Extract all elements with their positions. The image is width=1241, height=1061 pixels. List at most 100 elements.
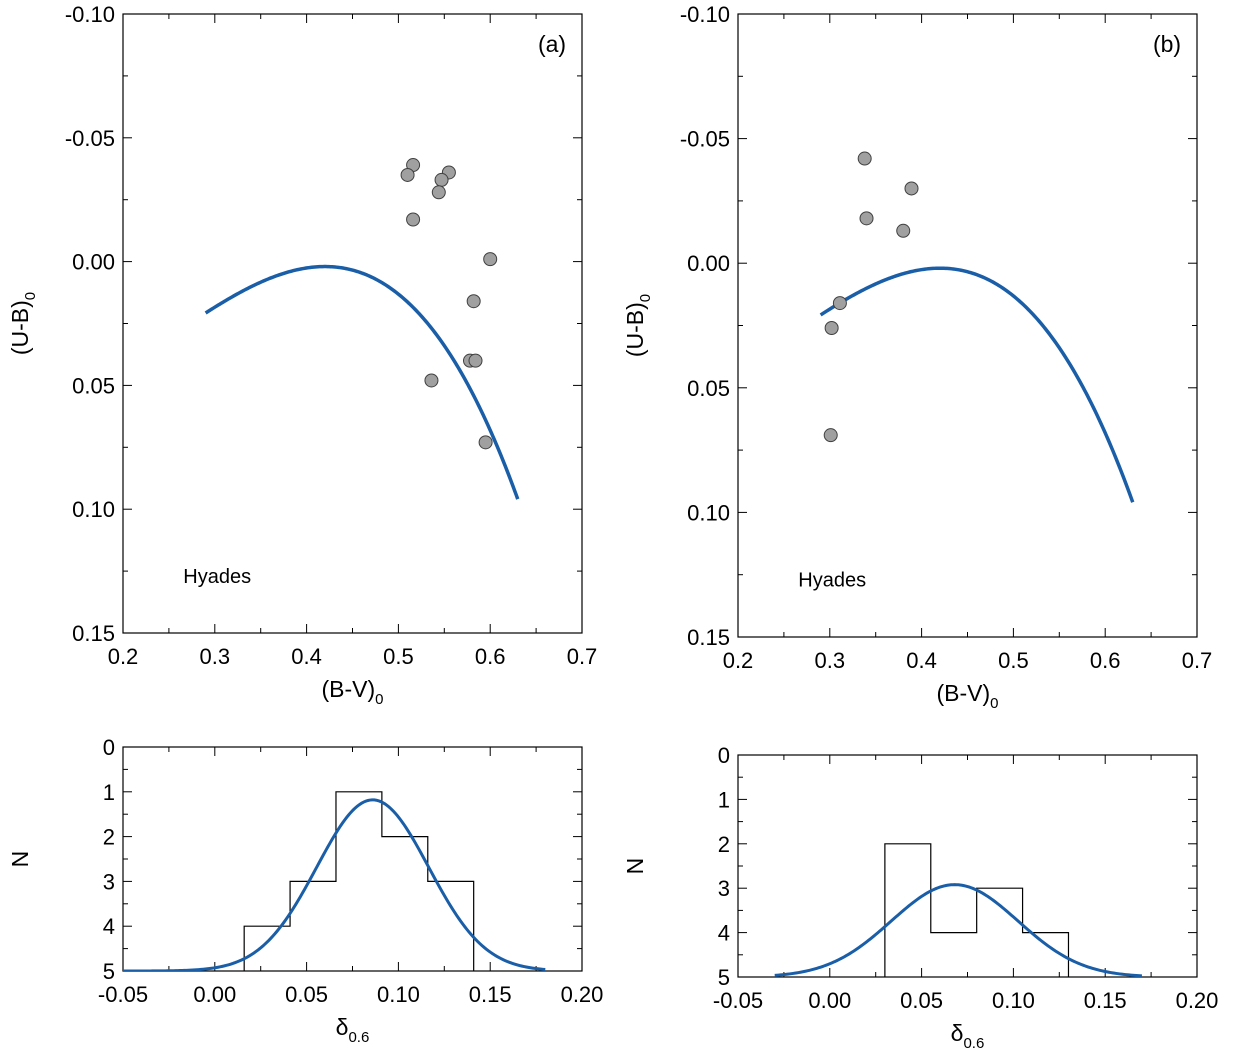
x-tick-label: 0.3 bbox=[200, 644, 231, 669]
data-point bbox=[406, 212, 421, 227]
y-tick-label: 0.15 bbox=[687, 625, 730, 650]
chart-panel-b-top: 0.2 0.3 0.4 0.5 0.6 0.7 -0.10 -0.05 0.00 0.05 0.10… bbox=[622, 2, 1212, 712]
y-tick-label: 3 bbox=[103, 869, 115, 894]
y-axis-title-main: N bbox=[7, 851, 33, 868]
y-tick-label: 0.05 bbox=[72, 373, 115, 398]
gaussian-fit-curve bbox=[123, 798, 546, 971]
data-point bbox=[478, 435, 493, 450]
plot-frame bbox=[122, 746, 583, 972]
y-tick-label: -0.05 bbox=[65, 126, 115, 151]
hyades-label: Hyades bbox=[798, 570, 866, 592]
x-tick-label: 0.6 bbox=[475, 644, 506, 669]
chart-panel-a-bottom: -0.05 0.00 0.05 0.10 0.15 0.20 0 1 2 3 4 5 δ0.6 N bbox=[7, 735, 603, 1046]
data-point bbox=[483, 252, 498, 267]
histogram-outline bbox=[243, 791, 475, 971]
data-point bbox=[896, 223, 911, 238]
y-axis-title: (U-B)0 bbox=[7, 292, 39, 355]
histogram-bar bbox=[428, 881, 474, 971]
x-tick-label: 0.10 bbox=[992, 988, 1035, 1013]
y-axis-title-sub: 0 bbox=[637, 294, 654, 302]
x-tick-label: 0.4 bbox=[291, 644, 322, 669]
x-tick-label: 0.15 bbox=[469, 982, 512, 1007]
x-axis-title-sub: 0 bbox=[375, 691, 383, 708]
x-tick-label: 0.05 bbox=[285, 982, 328, 1007]
chart-panel-b-bottom: -0.05 0.00 0.05 0.10 0.15 0.20 0 1 2 3 4 5 δ0.6 N bbox=[622, 743, 1218, 1052]
plot-frame bbox=[737, 13, 1198, 638]
y-axis-title: N bbox=[7, 851, 33, 868]
y-axis-title-main: (U-B) bbox=[7, 300, 33, 355]
data-point bbox=[824, 320, 839, 335]
x-axis-title: (B-V)0 bbox=[936, 680, 998, 712]
x-tick-label: 0.05 bbox=[900, 988, 943, 1013]
y-axis-title-sub: 0 bbox=[22, 292, 39, 300]
hyades-label: Hyades bbox=[183, 566, 251, 588]
y-tick-label: 0.00 bbox=[72, 250, 115, 275]
data-point bbox=[859, 211, 874, 226]
y-tick-label: -0.05 bbox=[680, 127, 730, 152]
y-tick-label: 0.15 bbox=[72, 621, 115, 646]
y-axis-title-main: N bbox=[622, 858, 648, 875]
x-axis-title: (B-V)0 bbox=[321, 676, 383, 708]
histogram-bar bbox=[244, 926, 290, 971]
x-axis-title: δ0.6 bbox=[336, 1014, 370, 1046]
x-tick-label: 0.3 bbox=[815, 648, 846, 673]
x-tick-label: 0.2 bbox=[723, 648, 754, 673]
x-tick-label: 0.20 bbox=[1176, 988, 1219, 1013]
x-axis-title-main: (B-V) bbox=[936, 680, 990, 706]
y-tick-label: 1 bbox=[718, 787, 730, 812]
hyades-curve bbox=[204, 264, 520, 500]
data-point bbox=[857, 151, 872, 166]
x-axis-title: δ0.6 bbox=[951, 1020, 985, 1052]
y-tick-label: -0.10 bbox=[65, 2, 115, 27]
x-tick-label: 0.10 bbox=[377, 982, 420, 1007]
y-tick-label: 2 bbox=[103, 825, 115, 850]
x-tick-label: 0.7 bbox=[1182, 648, 1213, 673]
histogram-bar bbox=[290, 881, 336, 971]
y-axis-title: N bbox=[622, 858, 648, 875]
histogram-bar bbox=[977, 888, 1023, 977]
y-tick-label: 5 bbox=[103, 959, 115, 984]
y-tick-label: 0 bbox=[103, 735, 115, 760]
x-axis-title-sub: 0 bbox=[990, 695, 998, 712]
data-point bbox=[431, 185, 446, 200]
x-axis-title-sub: 0.6 bbox=[963, 1035, 984, 1052]
x-tick-label: 0.7 bbox=[567, 644, 598, 669]
x-tick-label: 0.5 bbox=[998, 648, 1029, 673]
x-axis-title-main: δ bbox=[336, 1014, 349, 1040]
x-tick-label: -0.05 bbox=[98, 982, 148, 1007]
plot-frame bbox=[122, 13, 583, 634]
histogram-outline bbox=[884, 843, 1070, 977]
panel-label: (b) bbox=[1153, 31, 1181, 57]
data-point bbox=[400, 167, 415, 182]
y-axis-title: (U-B)0 bbox=[622, 294, 654, 357]
y-tick-label: 0.10 bbox=[687, 500, 730, 525]
x-tick-label: 0.6 bbox=[1090, 648, 1121, 673]
x-tick-label: -0.05 bbox=[713, 988, 763, 1013]
y-tick-label: 4 bbox=[718, 921, 730, 946]
panel-label: (a) bbox=[538, 31, 566, 57]
x-tick-label: 0.00 bbox=[193, 982, 236, 1007]
x-tick-label: 0.00 bbox=[808, 988, 851, 1013]
x-tick-label: 0.20 bbox=[561, 982, 604, 1007]
y-tick-label: 2 bbox=[718, 832, 730, 857]
data-point bbox=[904, 181, 919, 196]
histogram-bar bbox=[885, 844, 931, 977]
x-tick-label: 0.2 bbox=[108, 644, 139, 669]
chart-panel-a-top: 0.2 0.3 0.4 0.5 0.6 0.7 -0.10 -0.05 0.00 0.05 0.10… bbox=[7, 2, 597, 708]
x-tick-label: 0.4 bbox=[906, 648, 937, 673]
y-tick-label: 3 bbox=[718, 876, 730, 901]
data-point bbox=[468, 353, 483, 368]
data-point bbox=[823, 428, 838, 443]
histogram-bar bbox=[336, 792, 382, 971]
plot-frame bbox=[737, 754, 1198, 978]
hyades-curve bbox=[819, 266, 1135, 503]
y-tick-label: 5 bbox=[718, 965, 730, 990]
x-tick-label: 0.15 bbox=[1084, 988, 1127, 1013]
histogram-bar bbox=[382, 837, 428, 971]
y-tick-label: 0.10 bbox=[72, 497, 115, 522]
data-point bbox=[832, 296, 847, 311]
y-tick-label: 0.05 bbox=[687, 376, 730, 401]
data-point bbox=[434, 172, 449, 187]
x-axis-title-sub: 0.6 bbox=[348, 1029, 369, 1046]
